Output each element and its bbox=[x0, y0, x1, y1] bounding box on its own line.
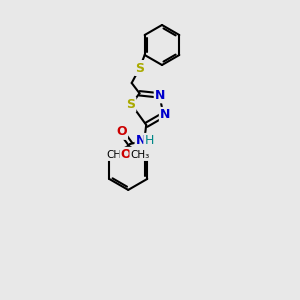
Text: O: O bbox=[121, 148, 131, 161]
Text: N: N bbox=[136, 134, 146, 147]
Text: H: H bbox=[145, 134, 154, 147]
Text: N: N bbox=[155, 89, 166, 102]
Text: N: N bbox=[160, 108, 171, 122]
Text: O: O bbox=[116, 125, 127, 138]
Text: CH₃: CH₃ bbox=[107, 150, 126, 160]
Text: S: S bbox=[126, 98, 135, 111]
Text: S: S bbox=[135, 61, 144, 74]
Text: CH₃: CH₃ bbox=[130, 150, 150, 160]
Text: O: O bbox=[125, 148, 136, 161]
